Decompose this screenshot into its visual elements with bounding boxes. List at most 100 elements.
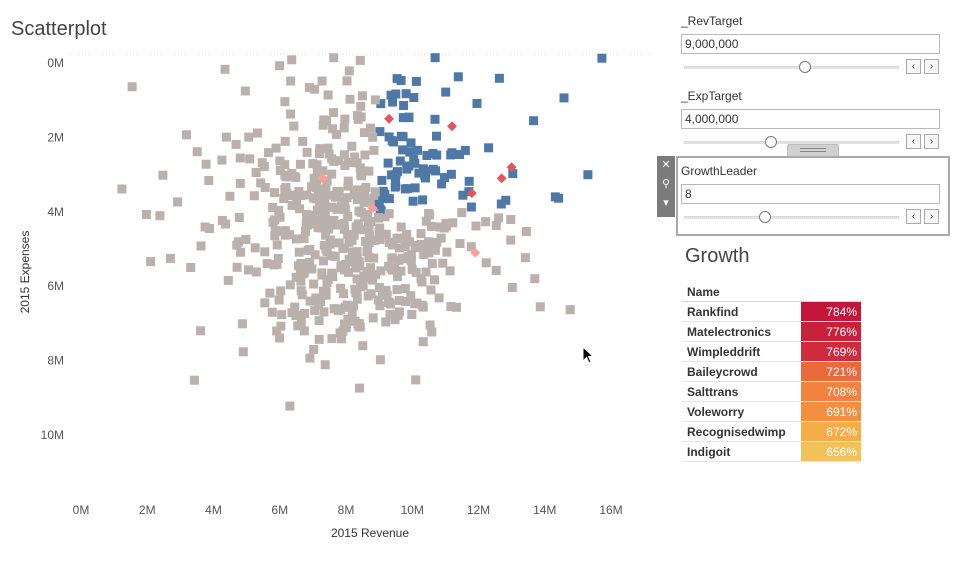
company-point[interactable] [260,298,270,308]
target-point[interactable] [406,138,416,148]
target-point[interactable] [377,175,387,185]
target-point[interactable] [398,132,408,142]
company-point[interactable] [535,302,545,312]
company-point[interactable] [280,226,290,236]
company-point[interactable] [279,194,289,203]
target-point[interactable] [395,156,405,166]
company-point[interactable] [324,149,334,159]
company-point[interactable] [155,211,165,221]
company-point[interactable] [309,193,319,203]
company-point[interactable] [352,247,362,257]
target-point[interactable] [375,205,385,214]
step-forward-button[interactable]: › [924,59,939,74]
company-point[interactable] [352,185,362,195]
company-point[interactable] [329,108,338,118]
company-point[interactable] [335,328,345,338]
company-point[interactable] [417,239,426,249]
company-point[interactable] [310,250,320,260]
company-point[interactable] [286,76,296,86]
company-point[interactable] [315,185,325,195]
company-point[interactable] [344,267,353,277]
target-point[interactable] [428,149,438,158]
company-point[interactable] [265,288,275,298]
company-point[interactable] [318,120,328,130]
target-point[interactable] [413,145,422,155]
company-point[interactable] [299,326,309,336]
slider-thumb[interactable] [799,61,812,73]
target-point[interactable] [391,181,401,190]
company-point[interactable] [289,121,299,131]
target-point[interactable] [376,99,386,109]
slider-thumb[interactable] [758,211,771,223]
company-point[interactable] [455,239,465,248]
company-point[interactable] [302,209,312,219]
company-point[interactable] [445,266,455,276]
company-point[interactable] [270,188,279,198]
company-point[interactable] [217,155,227,165]
company-point[interactable] [393,272,402,282]
company-point[interactable] [419,250,429,260]
company-point[interactable] [373,213,383,223]
company-point[interactable] [323,90,333,100]
company-point[interactable] [356,207,366,217]
company-point[interactable] [347,235,357,245]
company-point[interactable] [235,153,245,163]
company-point[interactable] [253,128,262,138]
target-point[interactable] [494,73,504,83]
company-point[interactable] [320,204,330,214]
company-point[interactable] [251,267,261,277]
target-point[interactable] [408,196,418,206]
company-point[interactable] [361,182,371,192]
company-point[interactable] [481,258,491,268]
company-point[interactable] [127,82,137,92]
company-point[interactable] [370,95,380,105]
company-point[interactable] [320,199,330,208]
company-point[interactable] [401,297,411,307]
company-point[interactable] [245,154,255,164]
company-point[interactable] [307,264,317,274]
target-point[interactable] [398,113,408,123]
dropdown-arrow-icon[interactable]: ▾ [663,197,669,209]
step-forward-button[interactable]: › [924,134,939,149]
target-point[interactable] [508,169,518,179]
target-point[interactable] [404,112,414,122]
company-point[interactable] [384,209,394,219]
target-point[interactable] [550,192,560,202]
company-point[interactable] [387,253,397,263]
company-point[interactable] [358,341,368,351]
target-point[interactable] [409,93,419,102]
company-point[interactable] [385,299,395,309]
growth-leader-point[interactable] [367,203,378,214]
company-point[interactable] [348,301,358,311]
company-point[interactable] [442,247,452,257]
company-point[interactable] [367,197,377,207]
target-point[interactable] [392,74,402,84]
param-rev-target-input[interactable]: 9,000,000 [681,34,940,54]
company-point[interactable] [344,66,354,76]
target-point[interactable] [375,127,385,137]
company-point[interactable] [418,337,428,347]
company-point[interactable] [323,275,333,284]
company-point[interactable] [381,285,391,295]
company-point[interactable] [327,169,337,179]
company-point[interactable] [507,283,517,292]
target-point[interactable] [447,148,457,158]
param-exp-target-slider[interactable]: ‹ › [681,134,943,150]
company-point[interactable] [334,156,344,166]
company-point[interactable] [350,316,360,326]
company-point[interactable] [371,270,380,280]
company-point[interactable] [276,286,286,296]
company-point[interactable] [446,302,456,312]
company-point[interactable] [356,101,366,111]
target-point[interactable] [399,101,409,110]
company-point[interactable] [343,314,353,324]
company-point[interactable] [370,187,380,197]
company-point[interactable] [268,202,278,212]
company-point[interactable] [421,242,431,252]
company-point[interactable] [300,308,310,318]
company-point[interactable] [329,216,339,225]
company-point[interactable] [393,255,403,265]
company-point[interactable] [182,130,191,140]
company-point[interactable] [356,169,366,179]
company-point[interactable] [272,259,282,269]
